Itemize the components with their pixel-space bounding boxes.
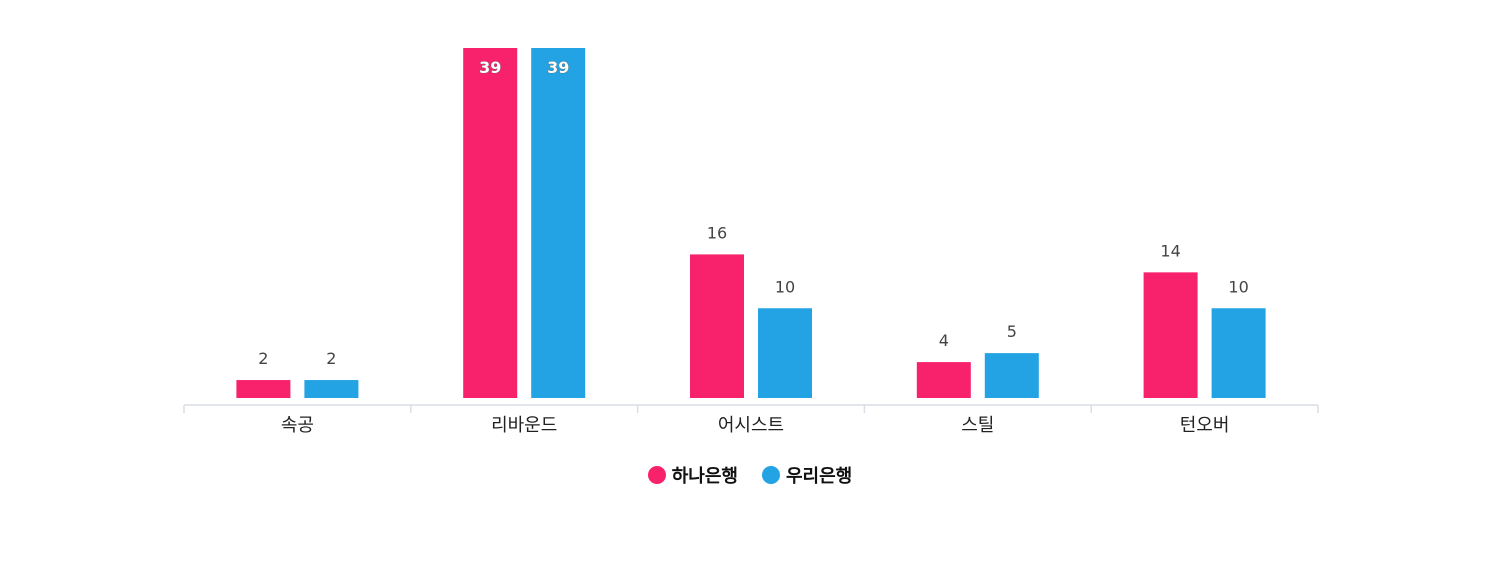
data-label-0-3: 4 bbox=[939, 331, 949, 350]
bar-series-1-2[interactable] bbox=[758, 308, 812, 398]
x-tick-label-1: 리바운드 bbox=[491, 415, 557, 436]
data-label-1-1: 39 bbox=[547, 58, 569, 77]
bar-series-0-3[interactable] bbox=[916, 362, 971, 398]
bar-series-0-1[interactable] bbox=[463, 48, 518, 398]
x-tick-label-3: 스틸 bbox=[961, 415, 994, 436]
bar-series-1-4[interactable] bbox=[1211, 308, 1266, 398]
legend-label-series-1: 우리은행 bbox=[786, 466, 853, 487]
legend-swatch-series-1 bbox=[762, 466, 780, 484]
x-tick-label-2: 어시스트 bbox=[718, 415, 784, 436]
bar-series-1-0[interactable] bbox=[304, 380, 359, 398]
legend: 하나은행 우리은행 bbox=[0, 462, 1496, 488]
data-label-0-0: 2 bbox=[258, 349, 268, 368]
legend-swatch-series-0 bbox=[647, 466, 666, 484]
data-label-1-4: 10 bbox=[1228, 277, 1248, 296]
data-label-1-0: 2 bbox=[326, 349, 336, 368]
bar-series-0-0[interactable] bbox=[236, 380, 291, 398]
data-label-0-4: 14 bbox=[1160, 241, 1180, 260]
x-tick-label-4: 턴오버 bbox=[1180, 415, 1230, 436]
legend-label-series-0: 하나은행 bbox=[671, 466, 738, 487]
x-tick-label-0: 속공 bbox=[281, 415, 314, 436]
data-label-0-1: 39 bbox=[479, 58, 501, 77]
data-label-0-2: 16 bbox=[707, 223, 727, 242]
bar-series-1-1[interactable] bbox=[531, 48, 586, 398]
legend-item-series-1[interactable]: 우리은행 bbox=[762, 462, 852, 488]
bars-layer bbox=[236, 48, 1266, 398]
data-label-1-3: 5 bbox=[1007, 322, 1017, 341]
data-label-1-2: 10 bbox=[775, 277, 795, 296]
x-axis: 속공 리바운드 어시스트 스틸 턴오버 bbox=[183, 404, 1319, 436]
data-labels-layer: 2 2 39 39 16 10 4 5 14 10 bbox=[258, 58, 1248, 368]
bar-series-1-3[interactable] bbox=[984, 353, 1039, 398]
legend-item-series-0[interactable]: 하나은행 bbox=[647, 462, 738, 488]
bar-series-0-2[interactable] bbox=[690, 254, 744, 398]
bar-chart: 2 2 39 39 16 10 4 5 14 10 속공 리바운드 어시스트 스틸 턴오버 bbox=[183, 48, 1319, 436]
bar-series-0-4[interactable] bbox=[1143, 272, 1198, 398]
